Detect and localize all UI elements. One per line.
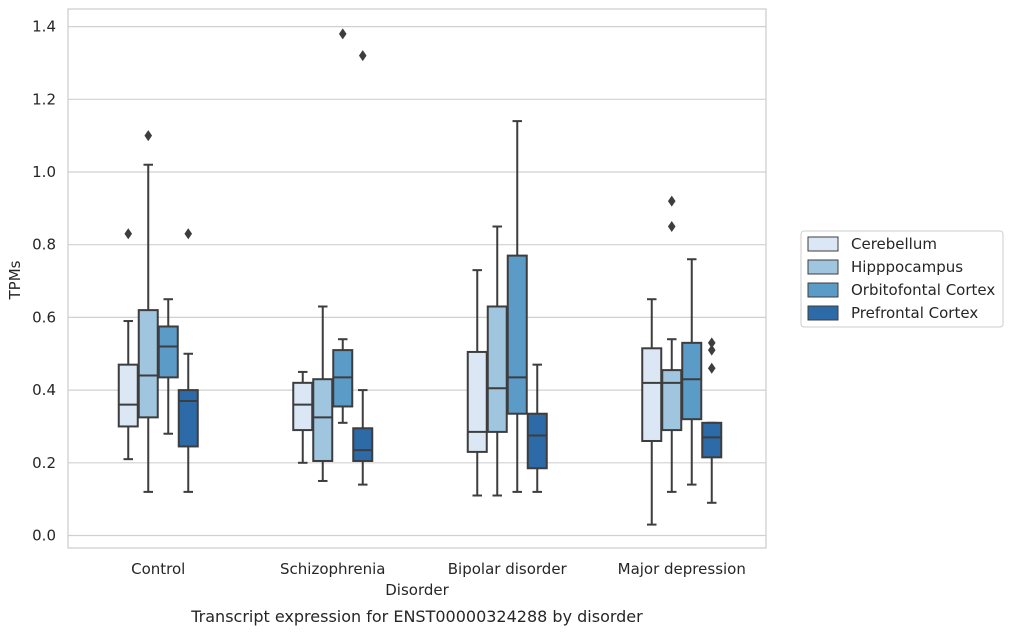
outlier-marker <box>124 228 133 240</box>
box-plots <box>117 28 723 526</box>
box-group <box>352 50 374 486</box>
y-tick-label: 1.2 <box>32 90 56 108</box>
box-group <box>177 228 199 493</box>
box-iqr <box>292 381 314 432</box>
outlier-marker <box>338 28 347 40</box>
legend: Cerebellum Hipppocampus Orbitofontal Corte… <box>800 230 1004 328</box>
outlier-marker <box>707 362 716 374</box>
outlier-marker <box>667 195 676 207</box>
box-iqr <box>681 341 703 421</box>
box-group <box>506 120 528 493</box>
legend-label: Prefrontal Cortex <box>851 304 978 322</box>
legend-swatch <box>807 236 839 252</box>
x-axis-ticks: Control Schizophrenia Bipolar disorder Majo… <box>131 560 746 578</box>
outlier-marker <box>144 130 153 142</box>
box-iqr <box>352 427 374 462</box>
legend-label: Hipppocampus <box>851 258 963 276</box>
x-tick-label: Control <box>131 560 185 578</box>
legend-label: Cerebellum <box>851 235 937 253</box>
box-iqr <box>486 305 508 433</box>
box-iqr <box>312 378 334 462</box>
y-axis-label: TPMs <box>6 260 24 300</box>
legend-swatch <box>807 305 839 321</box>
box-group <box>332 28 354 424</box>
box-iqr <box>117 363 139 428</box>
outlier-marker <box>184 228 193 240</box>
y-tick-label: 0.4 <box>32 381 56 399</box>
box-group <box>117 228 139 461</box>
x-tick-label: Major depression <box>618 560 746 578</box>
y-tick-label: 1.4 <box>32 18 56 36</box>
box-iqr <box>137 309 159 419</box>
plot-area-frame <box>67 8 767 549</box>
box-iqr <box>157 325 179 379</box>
x-axis-label: Disorder <box>385 581 449 599</box>
outlier-marker <box>707 344 716 356</box>
box-group <box>157 298 179 435</box>
y-tick-label: 0.0 <box>32 527 56 545</box>
outlier-marker <box>358 50 367 62</box>
box-iqr <box>701 421 723 459</box>
box-group <box>486 225 508 497</box>
legend-swatch <box>807 259 839 275</box>
box-group <box>526 363 548 493</box>
y-tick-label: 0.2 <box>32 454 56 472</box>
box-iqr <box>641 347 663 442</box>
outlier-marker <box>667 221 676 233</box>
x-tick-label: Bipolar disorder <box>448 560 568 578</box>
y-tick-label: 0.6 <box>32 308 56 326</box>
y-tick-label: 0.8 <box>32 236 56 254</box>
x-tick-label: Schizophrenia <box>280 560 385 578</box>
box-group <box>292 370 314 464</box>
outlier-marker <box>707 337 716 349</box>
box-group <box>641 298 663 526</box>
chart-caption: Transcript expression for ENST0000032428… <box>190 607 643 626</box>
box-iqr <box>506 254 528 415</box>
box-iqr <box>526 412 548 470</box>
legend-frame <box>800 230 1004 328</box>
box-group <box>466 269 488 497</box>
y-axis-ticks: 0.0 0.2 0.4 0.6 0.8 1.0 1.2 1.4 <box>32 18 56 545</box>
legend-swatch <box>807 282 839 298</box>
box-group <box>681 258 703 486</box>
box-group <box>701 337 723 504</box>
box-iqr <box>661 369 683 432</box>
legend-label: Orbitofontal Cortex <box>851 281 995 299</box>
box-group <box>312 305 334 482</box>
box-iqr <box>466 350 488 453</box>
box-iqr <box>177 389 199 448</box>
y-tick-label: 1.0 <box>32 163 56 181</box>
